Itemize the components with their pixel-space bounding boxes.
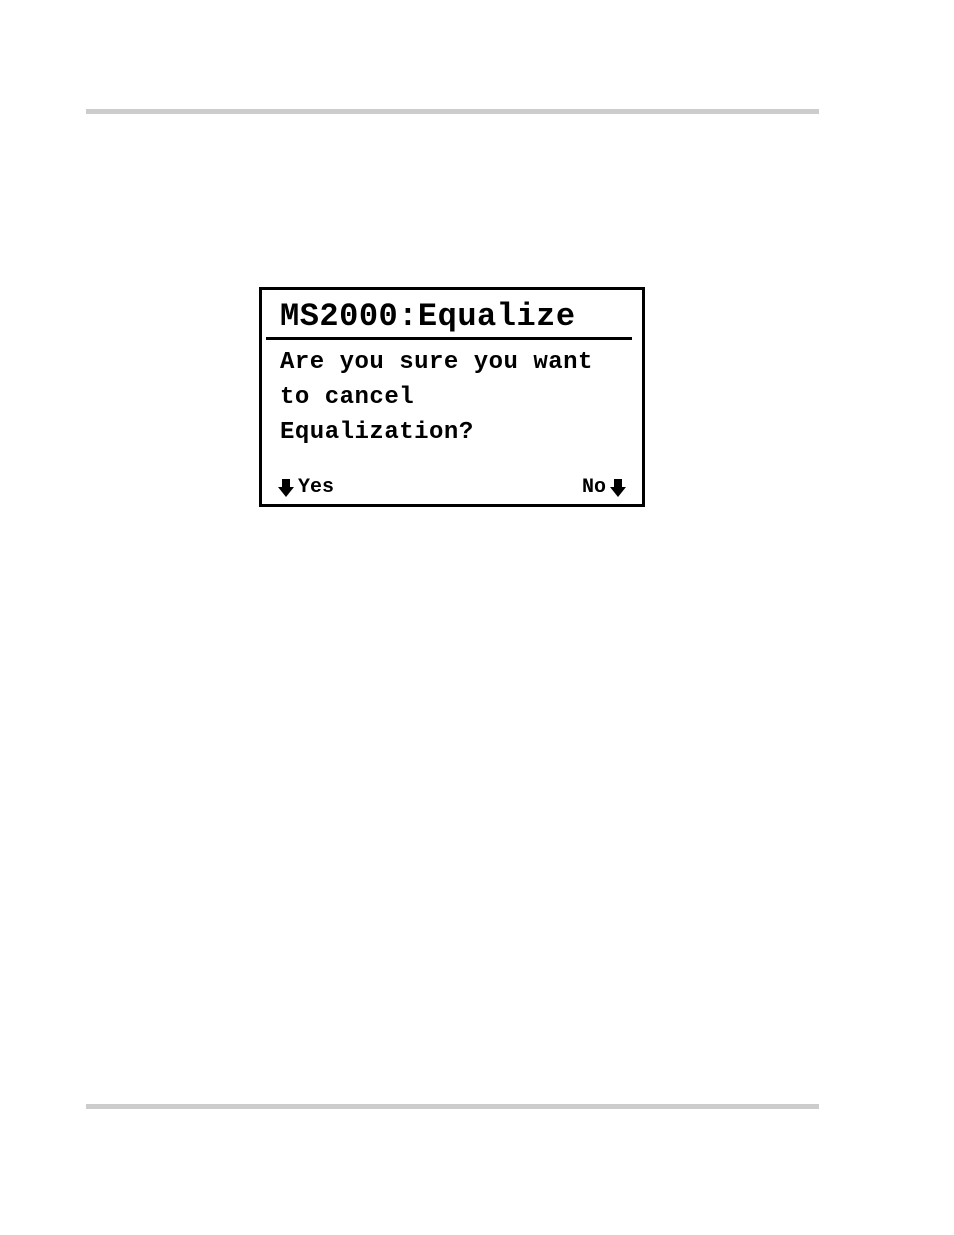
bottom-divider: [86, 1104, 819, 1109]
top-divider: [86, 109, 819, 114]
dialog-footer: Yes No: [262, 478, 642, 498]
down-arrow-icon: [278, 479, 294, 497]
no-option[interactable]: No: [582, 478, 626, 498]
message-line: to cancel: [280, 381, 628, 416]
yes-label: Yes: [298, 478, 334, 498]
yes-option[interactable]: Yes: [278, 478, 334, 498]
down-arrow-icon: [610, 479, 626, 497]
dialog-message: Are you sure you want to cancel Equaliza…: [262, 340, 642, 478]
dialog-title: MS2000:Equalize: [266, 290, 632, 340]
message-line: Are you sure you want: [280, 346, 628, 381]
message-line: Equalization?: [280, 416, 628, 451]
no-label: No: [582, 478, 606, 498]
equalize-dialog: MS2000:Equalize Are you sure you want to…: [259, 287, 645, 507]
